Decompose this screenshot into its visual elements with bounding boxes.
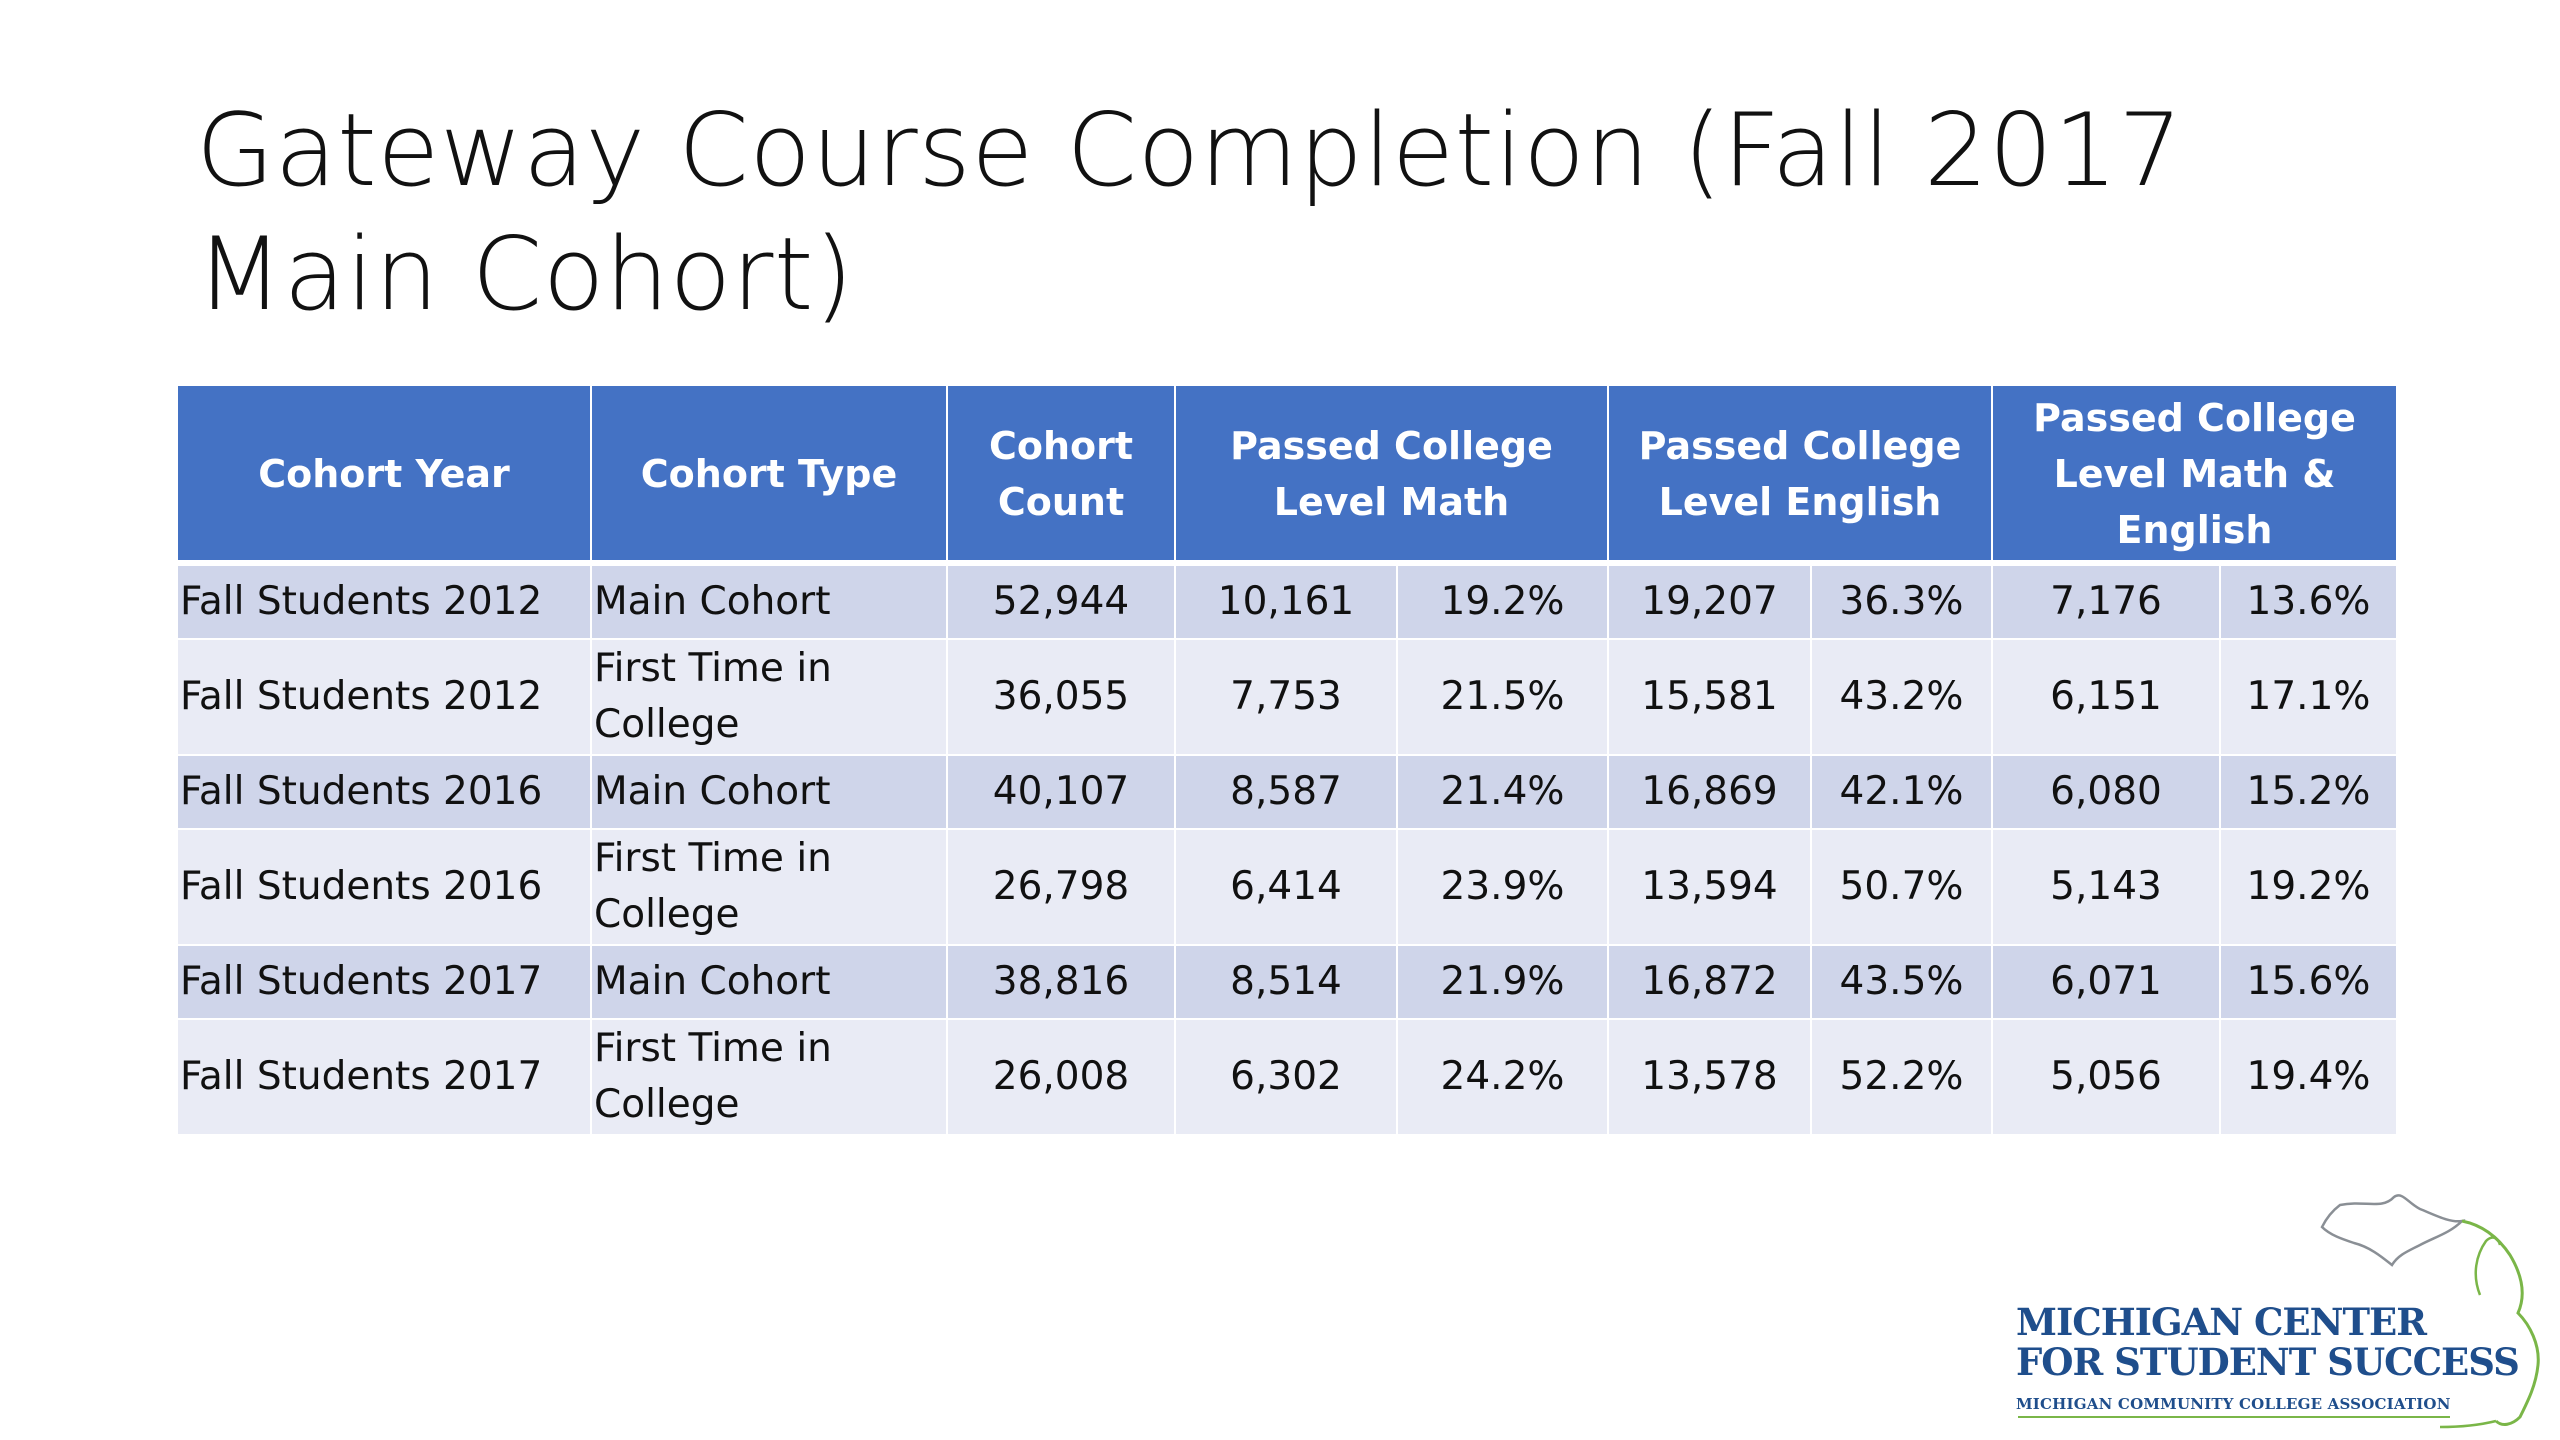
- cell-both-count: 5,056: [1992, 1019, 2221, 1136]
- cell-math-pct: 19.2%: [1397, 563, 1609, 640]
- cell-english-count: 16,872: [1608, 945, 1812, 1020]
- cell-cohort-type: First Time in College: [591, 1019, 948, 1136]
- michigan-outline-icon: [2018, 1194, 2540, 1429]
- header-english: Passed College Level English: [1608, 386, 1993, 566]
- logo-text-line3: MICHIGAN COMMUNITY COLLEGE ASSOCIATION: [2016, 1395, 2451, 1413]
- cell-math-pct: 21.5%: [1397, 639, 1609, 756]
- cell-english-count: 19,207: [1608, 563, 1812, 640]
- cell-math-count: 8,587: [1175, 755, 1398, 830]
- table-row: Fall Students 2012 Main Cohort 52,944 10…: [178, 563, 2396, 640]
- header-cohort-year: Cohort Year: [178, 386, 592, 566]
- table-row: Fall Students 2017 First Time in College…: [178, 1019, 2396, 1136]
- cell-english-count: 13,594: [1608, 829, 1812, 946]
- header-math: Passed College Level Math: [1175, 386, 1609, 566]
- cell-english-pct: 50.7%: [1811, 829, 1993, 946]
- table-row: Fall Students 2016 First Time in College…: [178, 829, 2396, 946]
- cell-english-count: 13,578: [1608, 1019, 1812, 1136]
- table-row: Fall Students 2012 First Time in College…: [178, 639, 2396, 756]
- cell-math-count: 6,414: [1175, 829, 1398, 946]
- cell-math-count: 8,514: [1175, 945, 1398, 1020]
- cell-english-pct: 42.1%: [1811, 755, 1993, 830]
- cell-english-count: 15,581: [1608, 639, 1812, 756]
- cell-both-pct: 19.4%: [2220, 1019, 2396, 1136]
- data-table: Cohort Year Cohort Type Cohort Count Pas…: [178, 386, 2396, 1136]
- cell-cohort-year: Fall Students 2016: [178, 755, 592, 830]
- cell-cohort-count: 26,798: [947, 829, 1176, 946]
- cell-math-count: 6,302: [1175, 1019, 1398, 1136]
- cell-cohort-count: 40,107: [947, 755, 1176, 830]
- cell-both-count: 5,143: [1992, 829, 2221, 946]
- cell-math-count: 7,753: [1175, 639, 1398, 756]
- cell-both-count: 7,176: [1992, 563, 2221, 640]
- cell-cohort-year: Fall Students 2012: [178, 639, 592, 756]
- cell-both-pct: 15.6%: [2220, 945, 2396, 1020]
- cell-both-count: 6,071: [1992, 945, 2221, 1020]
- logo-text-line2: FOR STUDENT SUCCESS: [2016, 1340, 2520, 1384]
- cell-both-pct: 19.2%: [2220, 829, 2396, 946]
- cell-cohort-year: Fall Students 2017: [178, 945, 592, 1020]
- cell-english-pct: 36.3%: [1811, 563, 1993, 640]
- cell-both-pct: 15.2%: [2220, 755, 2396, 830]
- cell-english-count: 16,869: [1608, 755, 1812, 830]
- cell-math-pct: 24.2%: [1397, 1019, 1609, 1136]
- cell-both-count: 6,080: [1992, 755, 2221, 830]
- cell-cohort-count: 52,944: [947, 563, 1176, 640]
- cell-math-count: 10,161: [1175, 563, 1398, 640]
- cell-cohort-type: Main Cohort: [591, 755, 948, 830]
- slide-title: Gateway Course Completion (Fall 2017 Mai…: [196, 91, 2183, 333]
- cell-cohort-year: Fall Students 2016: [178, 829, 592, 946]
- header-cohort-count: Cohort Count: [947, 386, 1176, 566]
- header-math-english: Passed College Level Math & English: [1992, 386, 2396, 566]
- cell-both-count: 6,151: [1992, 639, 2221, 756]
- cell-cohort-count: 36,055: [947, 639, 1176, 756]
- table-row: Fall Students 2017 Main Cohort 38,816 8,…: [178, 945, 2396, 1020]
- logo-text-line1: MICHIGAN CENTER: [2016, 1300, 2427, 1344]
- cell-math-pct: 21.4%: [1397, 755, 1609, 830]
- cell-cohort-type: Main Cohort: [591, 563, 948, 640]
- cell-english-pct: 43.5%: [1811, 945, 1993, 1020]
- cell-math-pct: 23.9%: [1397, 829, 1609, 946]
- cell-cohort-type: Main Cohort: [591, 945, 948, 1020]
- table-header-row: Cohort Year Cohort Type Cohort Count Pas…: [178, 386, 2396, 566]
- cell-math-pct: 21.9%: [1397, 945, 1609, 1020]
- cell-cohort-count: 38,816: [947, 945, 1176, 1020]
- cell-english-pct: 43.2%: [1811, 639, 1993, 756]
- cell-cohort-year: Fall Students 2012: [178, 563, 592, 640]
- header-cohort-type: Cohort Type: [591, 386, 948, 566]
- cell-english-pct: 52.2%: [1811, 1019, 1993, 1136]
- cell-both-pct: 13.6%: [2220, 563, 2396, 640]
- table-row: Fall Students 2016 Main Cohort 40,107 8,…: [178, 755, 2396, 830]
- cell-both-pct: 17.1%: [2220, 639, 2396, 756]
- cell-cohort-type: First Time in College: [591, 639, 948, 756]
- cell-cohort-type: First Time in College: [591, 829, 948, 946]
- cell-cohort-count: 26,008: [947, 1019, 1176, 1136]
- cell-cohort-year: Fall Students 2017: [178, 1019, 592, 1136]
